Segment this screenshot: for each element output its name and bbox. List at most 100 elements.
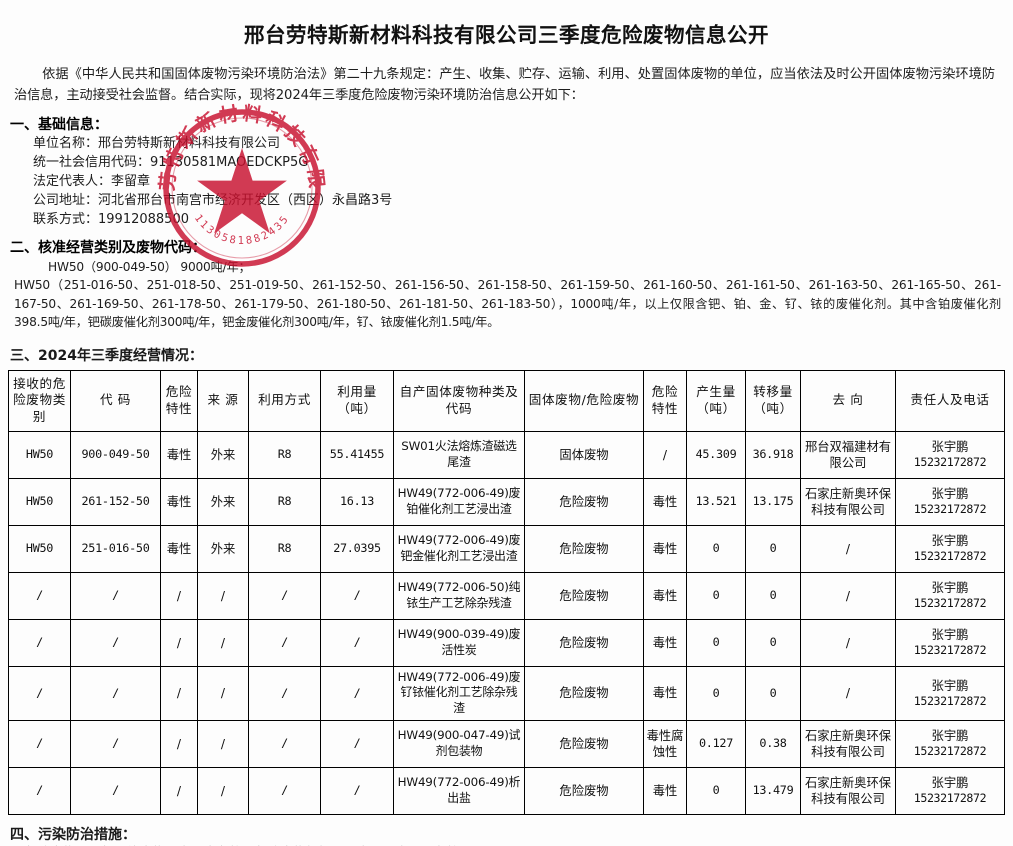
cell-transferred: 0.38 xyxy=(745,719,801,768)
cell-generated: 0.127 xyxy=(686,719,746,768)
cell-destination: 石家庄新奥环保科技有限公司 xyxy=(800,766,896,815)
cell-source: 外来 xyxy=(197,430,249,479)
cell-hazard-char-2: 毒性 xyxy=(643,477,687,526)
cell-transferred: 13.479 xyxy=(745,766,801,815)
cell-transferred: 0 xyxy=(745,524,801,573)
cell-waste-class: 危险废物 xyxy=(524,665,644,721)
cell-self-waste-type: HW49(900-047-49)试剂包装物 xyxy=(393,719,525,768)
legal-rep-line: 法定代表人：李留章 xyxy=(33,173,151,189)
cell-generated: 0 xyxy=(686,571,746,620)
cell-code: 261-152-50 xyxy=(70,477,161,526)
cell-utilization-method: / xyxy=(248,665,321,721)
cell-utilization-amount: 55.41455 xyxy=(320,430,394,479)
table-body: HW50 900-049-50 毒性 外来 R8 55.41455 SW01火法熔炼渣磁选尾… xyxy=(8,430,1005,815)
waste-operation-table: 接收的危险废物类别 代 码 危险特性 来 源 利用方式 利用量（吨） 自产固体废… xyxy=(8,369,1005,815)
cell-waste-class: 危险废物 xyxy=(524,571,644,620)
credit-code-line: 统一社会信用代码：91130581MAOEDCKP5G xyxy=(33,154,309,170)
cell-destination: / xyxy=(800,524,896,573)
cell-utilization-amount: / xyxy=(320,618,394,667)
table-header-row: 接收的危险废物类别 代 码 危险特性 来 源 利用方式 利用量（吨） 自产固体废… xyxy=(8,369,1005,432)
cell-code: / xyxy=(70,571,161,620)
cell-hazard-char: / xyxy=(160,618,198,667)
cell-self-waste-type: HW49(772-006-49)废钯金催化剂工艺浸出渣 xyxy=(393,524,525,573)
table-row: / / / / / / HW49(900-047-49)试剂包装物 危险废物 毒性腐蚀性 0.12… xyxy=(8,719,1005,768)
responsible-name: 张宇鹏 xyxy=(931,534,969,549)
cell-received-category: / xyxy=(8,571,71,620)
responsible-phone: 15232172872 xyxy=(913,549,987,564)
cell-generated: 45.309 xyxy=(686,430,746,479)
cell-source: / xyxy=(197,665,249,721)
cell-code: 900-049-50 xyxy=(70,430,161,479)
cell-self-waste-type: HW49(772-006-49)废钌铱催化剂工艺除杂残渣 xyxy=(393,665,525,721)
responsible-phone: 15232172872 xyxy=(913,693,987,708)
th-transferred: 转移量（吨） xyxy=(745,369,801,432)
section3-heading: 三、2024年三季度经营情况： xyxy=(10,347,203,364)
cell-source: / xyxy=(197,571,249,620)
cell-source: / xyxy=(197,719,249,768)
cell-responsible: 张宇鹏 15232172872 xyxy=(895,430,1005,479)
cell-utilization-method: R8 xyxy=(248,477,321,526)
th-utilization-amount: 利用量（吨） xyxy=(320,369,394,432)
section2-heading: 二、核准经营类别及废物代码： xyxy=(10,239,206,256)
cell-self-waste-type: HW49(772-006-50)纯铱生产工艺除杂残渣 xyxy=(393,571,525,620)
cell-transferred: 13.175 xyxy=(745,477,801,526)
th-hazard-char: 危险特性 xyxy=(160,369,198,432)
cell-code: 251-016-50 xyxy=(70,524,161,573)
cell-hazard-char: 毒性 xyxy=(160,430,198,479)
cell-utilization-amount: / xyxy=(320,571,394,620)
th-responsible: 责任人及电话 xyxy=(895,369,1005,432)
cell-received-category: HW50 xyxy=(8,524,71,573)
responsible-phone: 15232172872 xyxy=(913,502,987,517)
cell-hazard-char: / xyxy=(160,719,198,768)
cell-utilization-amount: / xyxy=(320,766,394,815)
cell-utilization-method: R8 xyxy=(248,524,321,573)
cell-generated: 0 xyxy=(686,524,746,573)
cell-utilization-method: / xyxy=(248,571,321,620)
responsible-phone: 15232172872 xyxy=(913,455,987,470)
th-utilization-method: 利用方式 xyxy=(248,369,321,432)
cell-transferred: 0 xyxy=(745,665,801,721)
cell-received-category: / xyxy=(8,766,71,815)
cell-waste-class: 危险废物 xyxy=(524,524,644,573)
waste-code-line-1: HW50（900-049-50） 9000吨/年； xyxy=(48,259,251,274)
cell-source: / xyxy=(197,618,249,667)
cell-code: / xyxy=(70,766,161,815)
cell-hazard-char: 毒性 xyxy=(160,524,198,573)
cell-received-category: / xyxy=(8,618,71,667)
cell-received-category: / xyxy=(8,665,71,721)
table-row: / / / / / / HW49(900-039-49)废活性炭 危险废物 毒性 0 0/张宇鹏 15… xyxy=(8,618,1005,667)
responsible-phone: 15232172872 xyxy=(913,643,987,658)
th-source: 来 源 xyxy=(197,369,249,432)
cell-utilization-method: / xyxy=(248,618,321,667)
company-name-line: 单位名称：邢台劳特斯新材料科技有限公司 xyxy=(33,135,281,151)
responsible-name: 张宇鹏 xyxy=(931,678,969,693)
cell-hazard-char-2: 毒性 xyxy=(643,766,687,815)
cell-hazard-char: 毒性 xyxy=(160,477,198,526)
cell-source: 外来 xyxy=(197,524,249,573)
table-row: HW50 251-016-50 毒性 外来 R8 27.0395 HW49(772-006-… xyxy=(8,524,1005,573)
table-row: HW50 900-049-50 毒性 外来 R8 55.41455 SW01火法熔炼渣磁选尾… xyxy=(8,430,1005,479)
cell-responsible: 张宇鹏 15232172872 xyxy=(895,766,1005,815)
cell-hazard-char-2: 毒性 xyxy=(643,571,687,620)
th-hazard-char-2: 危险特性 xyxy=(643,369,687,432)
th-received-category: 接收的危险废物类别 xyxy=(8,369,71,432)
cell-responsible: 张宇鹏 15232172872 xyxy=(895,477,1005,526)
cell-self-waste-type: HW49(772-006-49)析出盐 xyxy=(393,766,525,815)
table-row: / / / / / / HW49(772-006-49)废钌铱催化剂工艺除杂残渣 危险废物 毒性… xyxy=(8,665,1005,721)
cell-waste-class: 危险废物 xyxy=(524,618,644,667)
table-row: / / / / / / HW49(772-006-49)析出盐 危险废物 毒性 0 13.479 石家… xyxy=(8,766,1005,815)
responsible-name: 张宇鹏 xyxy=(931,440,969,455)
cell-code: / xyxy=(70,665,161,721)
th-self-waste-type: 自产固体废物种类及代码 xyxy=(393,369,525,432)
th-destination: 去 向 xyxy=(800,369,896,432)
responsible-phone: 15232172872 xyxy=(913,596,987,611)
cell-received-category: / xyxy=(8,719,71,768)
cell-responsible: 张宇鹏 15232172872 xyxy=(895,618,1005,667)
responsible-phone: 15232172872 xyxy=(913,791,987,806)
responsible-name: 张宇鹏 xyxy=(931,581,969,596)
cell-hazard-char-2: 毒性 xyxy=(643,665,687,721)
intro-paragraph: 依据《中华人民共和国固体废物污染环境防治法》第二十九条规定：产生、收集、贮存、运… xyxy=(14,64,995,107)
responsible-phone: 15232172872 xyxy=(913,744,987,759)
cell-waste-class: 危险废物 xyxy=(524,766,644,815)
section4-heading: 四、污染防治措施： xyxy=(10,826,136,843)
